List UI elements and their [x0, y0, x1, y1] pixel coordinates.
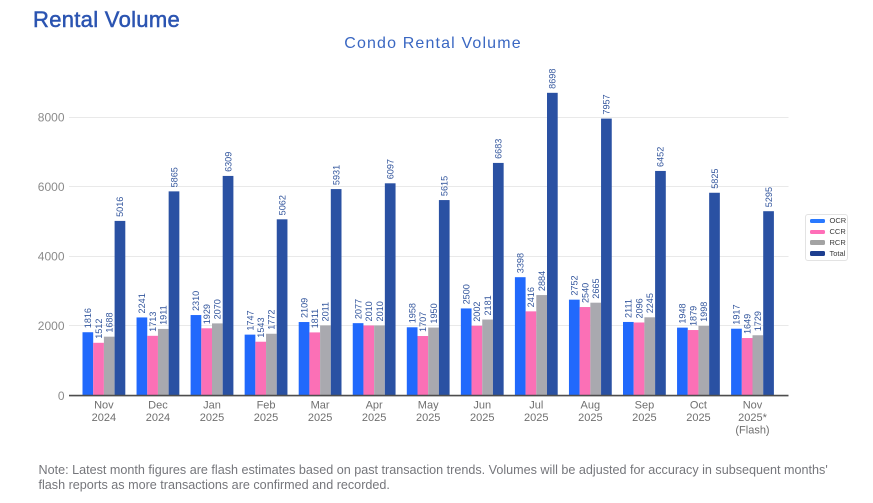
svg-text:2025: 2025 [200, 412, 224, 424]
svg-text:(Flash): (Flash) [735, 425, 769, 437]
svg-text:2241: 2241 [137, 293, 147, 313]
svg-text:Jul: Jul [529, 400, 543, 412]
svg-text:2181: 2181 [483, 295, 493, 315]
svg-text:1512: 1512 [94, 319, 104, 339]
svg-text:2002: 2002 [472, 302, 482, 322]
svg-text:2010: 2010 [364, 301, 374, 321]
svg-text:2109: 2109 [299, 298, 309, 318]
svg-text:1816: 1816 [83, 308, 93, 328]
svg-text:Nov: Nov [94, 400, 114, 412]
svg-text:0: 0 [58, 389, 65, 403]
svg-text:2025: 2025 [254, 412, 278, 424]
svg-text:Jun: Jun [473, 400, 491, 412]
svg-text:2010: 2010 [375, 301, 385, 321]
svg-text:2884: 2884 [537, 271, 547, 291]
svg-text:6452: 6452 [656, 147, 666, 167]
svg-text:2025: 2025 [416, 412, 440, 424]
svg-text:1811: 1811 [310, 309, 320, 329]
svg-text:2025: 2025 [632, 412, 656, 424]
svg-text:Oct: Oct [690, 400, 707, 412]
svg-text:1729: 1729 [753, 311, 763, 331]
svg-text:2024: 2024 [92, 412, 116, 424]
svg-text:2025: 2025 [308, 412, 332, 424]
svg-text:4000: 4000 [38, 250, 65, 264]
svg-text:6683: 6683 [494, 139, 504, 159]
svg-text:5865: 5865 [169, 167, 179, 187]
svg-text:7957: 7957 [602, 94, 612, 114]
svg-text:1911: 1911 [159, 305, 169, 325]
svg-text:2310: 2310 [191, 291, 201, 311]
svg-text:2111: 2111 [624, 299, 634, 318]
svg-text:Dec: Dec [148, 400, 168, 412]
svg-text:5016: 5016 [115, 197, 125, 217]
svg-text:2416: 2416 [526, 287, 536, 307]
svg-text:6309: 6309 [223, 152, 233, 172]
svg-text:Jan: Jan [203, 400, 221, 412]
svg-text:2025: 2025 [578, 412, 602, 424]
svg-text:1688: 1688 [105, 312, 115, 332]
svg-text:1543: 1543 [256, 317, 266, 337]
svg-text:1649: 1649 [742, 314, 752, 334]
svg-text:5615: 5615 [440, 176, 450, 196]
svg-text:2025: 2025 [524, 412, 548, 424]
svg-text:2500: 2500 [462, 284, 472, 304]
svg-text:2025: 2025 [686, 412, 710, 424]
svg-text:2025: 2025 [362, 412, 386, 424]
svg-text:1950: 1950 [429, 303, 439, 323]
svg-text:3398: 3398 [516, 253, 526, 273]
svg-text:Mar: Mar [311, 400, 330, 412]
svg-text:1879: 1879 [688, 306, 698, 326]
svg-text:Nov: Nov [743, 400, 763, 412]
svg-text:2096: 2096 [634, 298, 644, 318]
svg-text:Aug: Aug [581, 400, 601, 412]
svg-text:2752: 2752 [570, 275, 580, 295]
svg-text:1998: 1998 [699, 302, 709, 322]
svg-text:Apr: Apr [366, 400, 383, 412]
svg-text:1917: 1917 [732, 304, 742, 324]
svg-text:8000: 8000 [38, 111, 65, 125]
svg-text:2025: 2025 [470, 412, 494, 424]
svg-text:2070: 2070 [213, 299, 223, 319]
svg-text:2245: 2245 [645, 293, 655, 313]
svg-text:2000: 2000 [38, 319, 65, 333]
svg-text:5295: 5295 [764, 187, 774, 207]
svg-text:1772: 1772 [267, 310, 277, 330]
svg-text:1707: 1707 [418, 312, 428, 332]
svg-text:2540: 2540 [580, 283, 590, 303]
svg-text:2665: 2665 [591, 278, 601, 298]
svg-text:2077: 2077 [353, 299, 363, 319]
svg-text:1747: 1747 [245, 310, 255, 330]
svg-text:8698: 8698 [548, 69, 558, 89]
svg-text:5062: 5062 [277, 195, 287, 215]
svg-text:2011: 2011 [321, 302, 331, 322]
svg-text:1929: 1929 [202, 304, 212, 324]
svg-text:1958: 1958 [407, 303, 417, 323]
svg-text:May: May [418, 400, 439, 412]
svg-text:5825: 5825 [710, 169, 720, 189]
svg-text:6097: 6097 [386, 159, 396, 179]
svg-text:6000: 6000 [38, 180, 65, 194]
svg-text:2024: 2024 [146, 412, 170, 424]
svg-text:2025*: 2025* [738, 412, 767, 424]
svg-text:Feb: Feb [257, 400, 276, 412]
svg-text:1948: 1948 [678, 303, 688, 323]
svg-text:5931: 5931 [331, 165, 341, 185]
svg-text:1713: 1713 [148, 312, 158, 332]
svg-text:Sep: Sep [635, 400, 655, 412]
